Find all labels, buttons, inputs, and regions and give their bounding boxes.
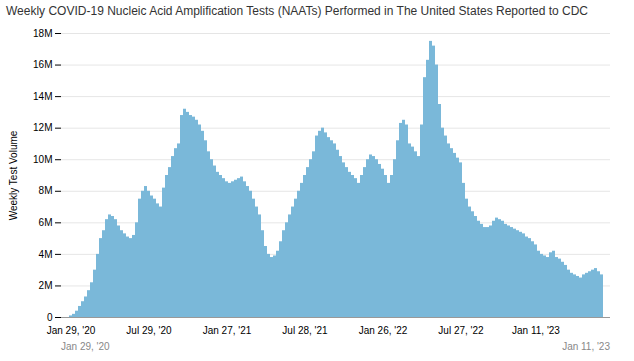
svg-text:14M: 14M — [33, 91, 52, 102]
html-text:Jan 29, '20: Jan 29, '20 — [61, 341, 110, 352]
svg-text:0: 0 — [47, 312, 53, 323]
svg-text:12M: 12M — [33, 122, 52, 133]
svg-text:Jul 28, '21: Jul 28, '21 — [282, 325, 328, 336]
svg-text:Jan 26, '22: Jan 26, '22 — [359, 325, 408, 336]
svg-text:6M: 6M — [39, 217, 53, 228]
svg-text:4M: 4M — [39, 249, 53, 260]
svg-text:Jan 27, '21: Jan 27, '21 — [203, 325, 252, 336]
svg-text:18M: 18M — [33, 28, 52, 39]
html-text:Jan 11, '23: Jan 11, '23 — [562, 341, 610, 352]
svg-text:8M: 8M — [39, 185, 53, 196]
svg-text:10M: 10M — [33, 154, 52, 165]
svg-text:Jul 29, '20: Jul 29, '20 — [126, 325, 172, 336]
svg-text:Jul 27, '22: Jul 27, '22 — [438, 325, 484, 336]
svg-text:Jan 29, '20: Jan 29, '20 — [47, 325, 96, 336]
svg-text:Jan 11, '23: Jan 11, '23 — [512, 325, 560, 336]
svg-text:2M: 2M — [39, 280, 53, 291]
svg-text:16M: 16M — [33, 59, 52, 70]
svg-text:Weekly Test Volume: Weekly Test Volume — [8, 130, 19, 220]
html-text:Weekly COVID-19 Nucleic Acid A: Weekly COVID-19 Nucleic Acid Amplificati… — [6, 4, 588, 18]
